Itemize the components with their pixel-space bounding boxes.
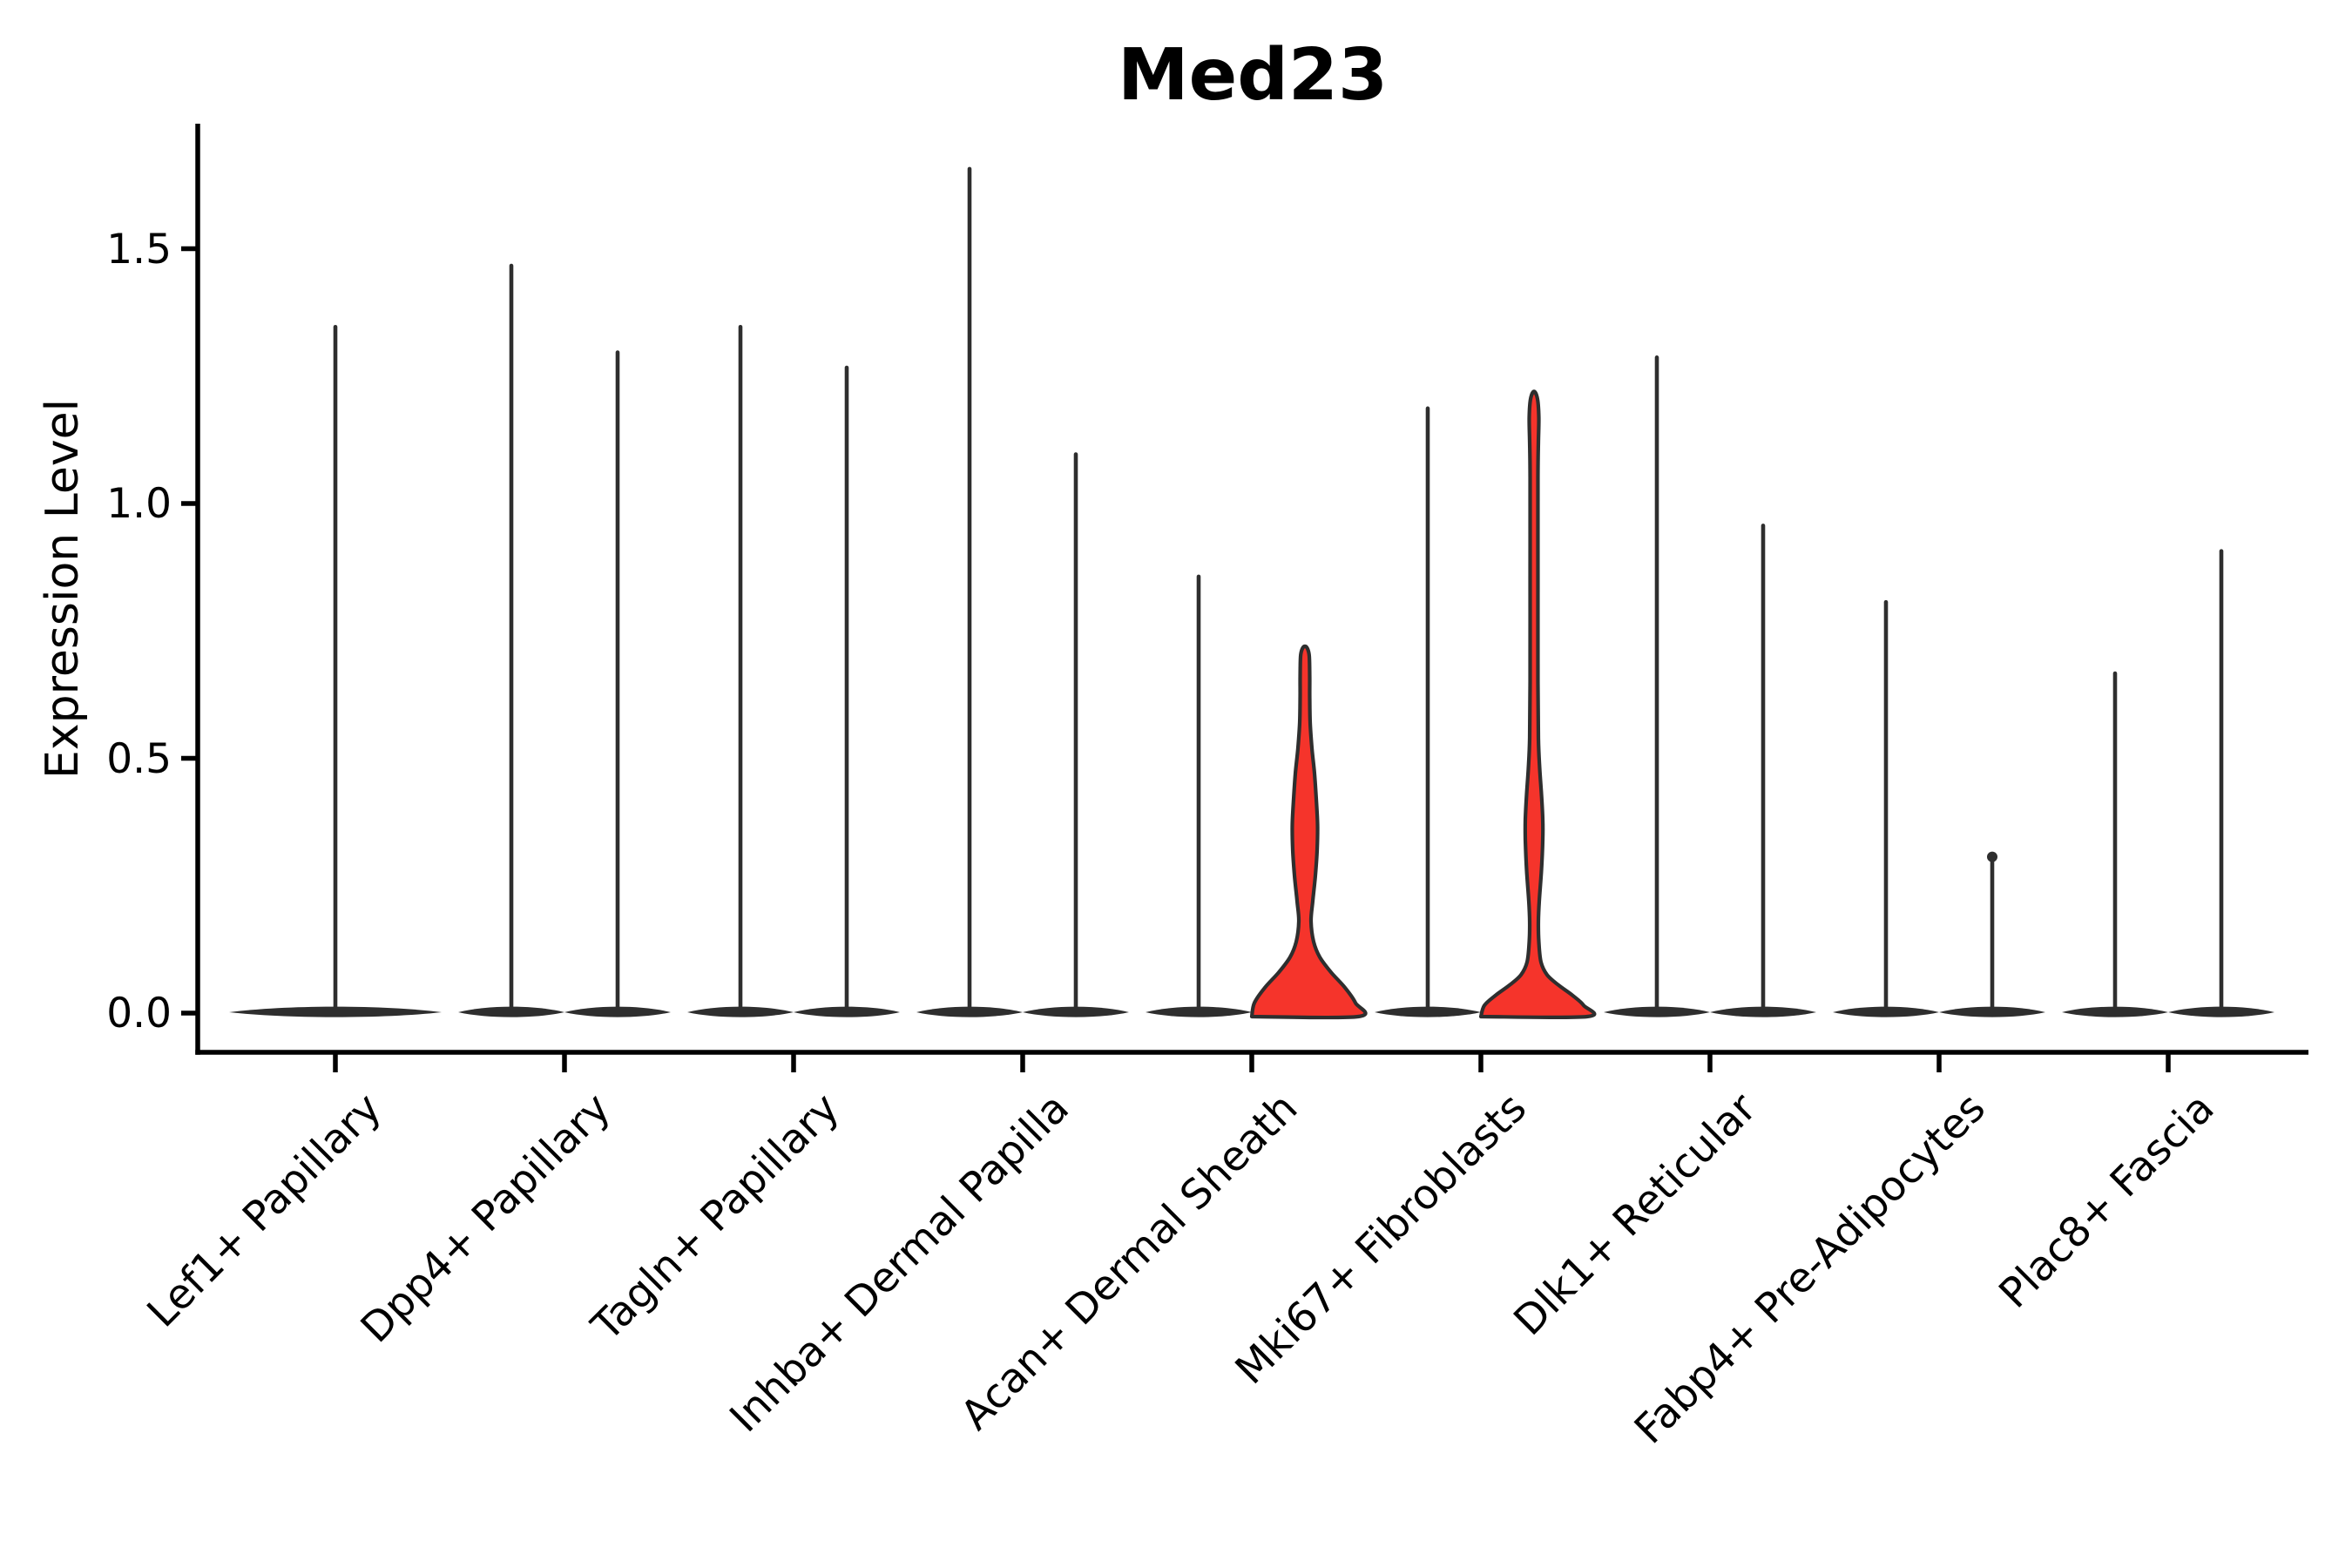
- y-tick-label-0.0: 0.0: [106, 990, 172, 1037]
- figure-title: Med23: [1117, 34, 1389, 117]
- y-axis-label: Expression Level: [37, 398, 89, 780]
- y-tick-label-1.5: 1.5: [106, 225, 172, 274]
- y-tick-label-0.5: 0.5: [106, 734, 172, 783]
- violin-fabp4-pre-adipocytes-right-tip-knob: [1987, 851, 1997, 862]
- violin-acan-dermal-sheath-right-highlighted: [1249, 644, 1368, 1020]
- y-tick-label-1.0: 1.0: [106, 480, 172, 528]
- violin-mki67-fibroblasts-right-highlighted: [1478, 389, 1597, 1020]
